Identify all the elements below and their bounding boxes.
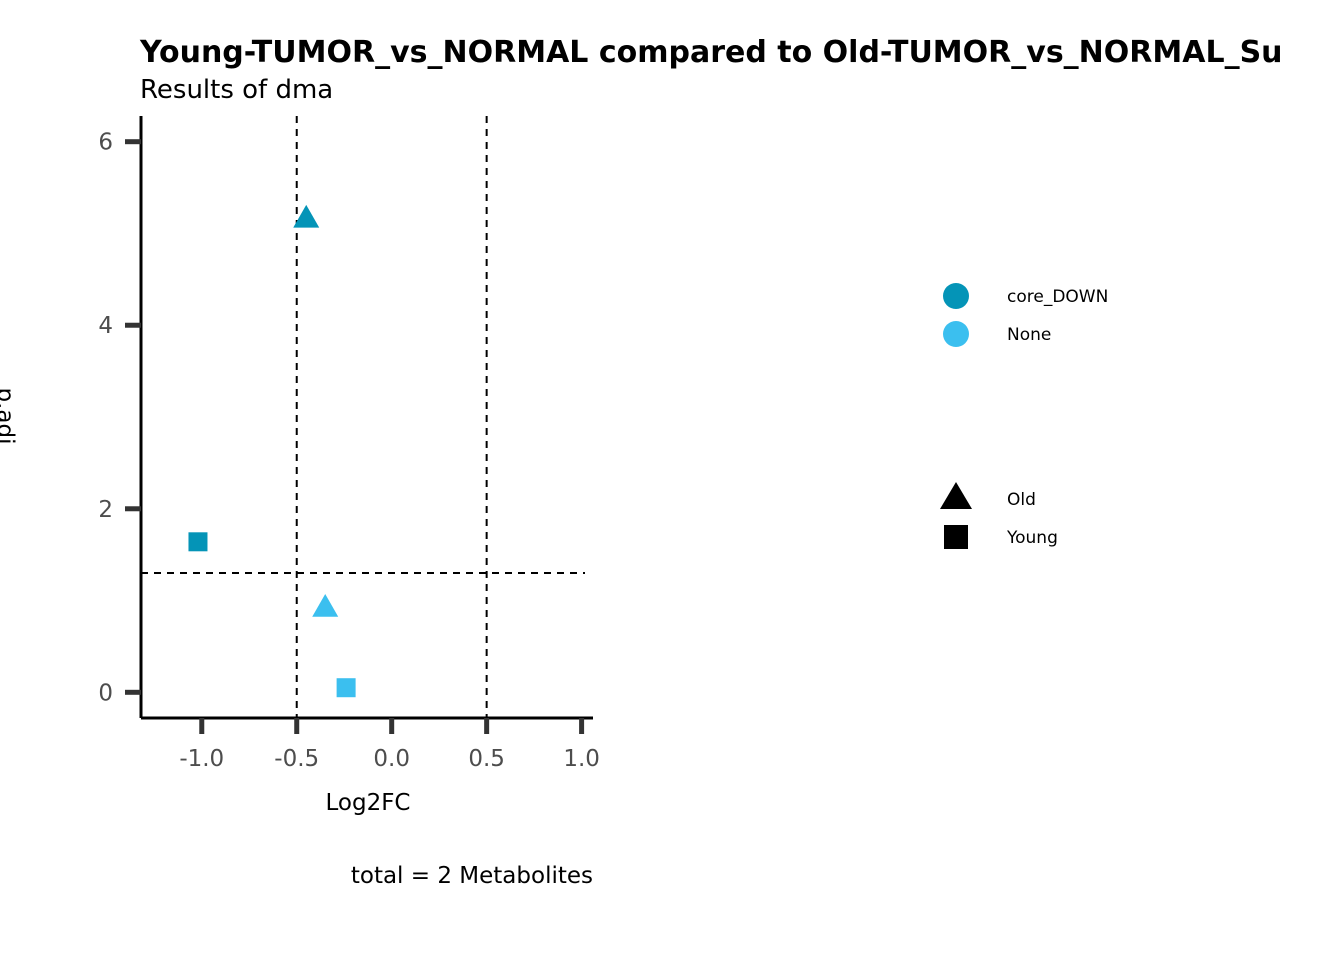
legend-color-label: None <box>1007 325 1051 345</box>
legend-color-label: core_DOWN <box>1007 287 1108 307</box>
data-point <box>293 204 320 228</box>
x-tick-label: 1.0 <box>563 746 600 772</box>
data-points <box>188 204 356 698</box>
chart-title: Young-TUMOR_vs_NORMAL compared to Old-TU… <box>139 35 1283 70</box>
x-tick-label: -1.0 <box>179 746 224 772</box>
chart-subtitle: Results of dma <box>140 75 333 105</box>
y-axis-ticks: 0 2 4 6 <box>98 130 141 706</box>
x-tick-label: 0.5 <box>468 746 505 772</box>
y-axis-title: p.adj <box>0 388 18 445</box>
legend-color-key <box>943 321 969 347</box>
legend-shape-key <box>940 482 972 509</box>
data-point <box>188 532 208 552</box>
legend-shape-label: Old <box>1007 490 1036 510</box>
x-tick-label: -0.5 <box>274 746 319 772</box>
threshold-lines <box>141 116 585 718</box>
y-tick-label: 6 <box>98 130 113 156</box>
plot-area: -1.0 -0.5 0.0 0.5 1.0 0 2 4 6 <box>98 116 600 772</box>
legend-shape-label: Young <box>1006 528 1058 548</box>
x-axis-title: Log2FC <box>325 790 410 816</box>
y-tick-label: 2 <box>98 497 113 523</box>
data-point <box>312 593 339 617</box>
y-tick-label: 0 <box>98 680 113 706</box>
x-axis-ticks: -1.0 -0.5 0.0 0.5 1.0 <box>179 718 600 772</box>
x-tick-label: 0.0 <box>373 746 410 772</box>
data-point <box>336 678 356 698</box>
y-tick-label: 4 <box>98 313 113 339</box>
legend-color-key <box>943 283 969 309</box>
chart-caption: total = 2 Metabolites <box>351 863 593 889</box>
legend-shape-key <box>944 525 968 549</box>
legend: core_DOWN None Old Young <box>940 283 1108 549</box>
